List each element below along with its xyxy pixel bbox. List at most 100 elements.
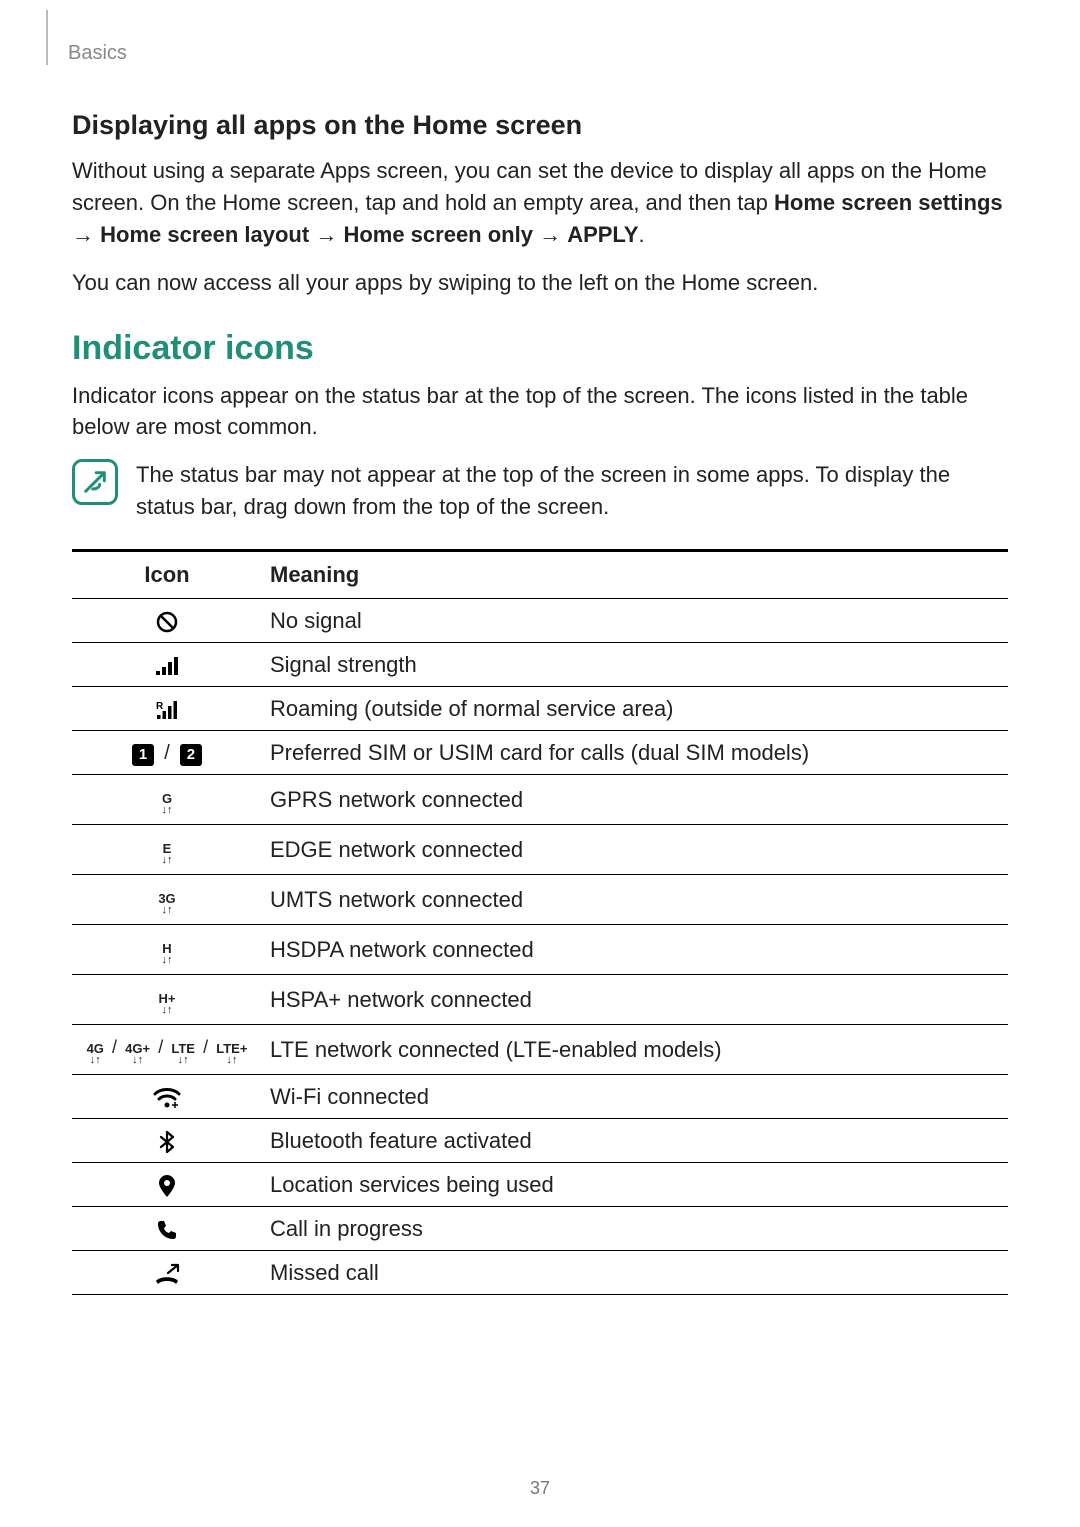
edge-icon: E ↓↑ bbox=[162, 842, 173, 866]
indicator-heading: Indicator icons bbox=[72, 329, 1008, 368]
icon-cell: E ↓↑ bbox=[72, 825, 262, 875]
th-icon: Icon bbox=[72, 551, 262, 599]
table-row: Signal strength bbox=[72, 643, 1008, 687]
hs-arrow2: → bbox=[309, 222, 343, 247]
icon-cell bbox=[72, 1075, 262, 1119]
table-row: 4G↓↑ / 4G+↓↑ / LTE↓↑ / LTE+↓↑ LTE networ… bbox=[72, 1025, 1008, 1075]
icon-cell bbox=[72, 643, 262, 687]
table-row: H+ ↓↑ HSPA+ network connected bbox=[72, 975, 1008, 1025]
page-number: 37 bbox=[0, 1478, 1080, 1499]
meaning-cell: HSDPA network connected bbox=[262, 925, 1008, 975]
lte-sep: / bbox=[156, 1037, 165, 1058]
note-row: The status bar may not appear at the top… bbox=[72, 459, 1008, 523]
hs-bold4: APPLY bbox=[567, 222, 638, 247]
icon-cell bbox=[72, 1207, 262, 1251]
net-arrows: ↓↑ bbox=[90, 1055, 101, 1066]
no-signal-icon bbox=[155, 610, 179, 634]
icon-cell: 4G↓↑ / 4G+↓↑ / LTE↓↑ / LTE+↓↑ bbox=[72, 1025, 262, 1075]
table-row: E ↓↑ EDGE network connected bbox=[72, 825, 1008, 875]
hs-bold1: Home screen settings bbox=[774, 190, 1003, 215]
sim-icon-group: 1 / 2 bbox=[132, 739, 202, 764]
bluetooth-icon bbox=[159, 1130, 175, 1154]
hs-para1-post: . bbox=[639, 222, 645, 247]
wifi-icon bbox=[153, 1087, 181, 1109]
table-row: 3G ↓↑ UMTS network connected bbox=[72, 875, 1008, 925]
th-meaning: Meaning bbox=[262, 551, 1008, 599]
lte-sep: / bbox=[110, 1037, 119, 1058]
page: Basics Displaying all apps on the Home s… bbox=[0, 0, 1080, 1527]
meaning-cell: Bluetooth feature activated bbox=[262, 1119, 1008, 1163]
header-section-label: Basics bbox=[68, 42, 127, 65]
indicator-table: Icon Meaning No signal Signal strength bbox=[72, 549, 1008, 1295]
meaning-cell: Roaming (outside of normal service area) bbox=[262, 687, 1008, 731]
home-screen-heading: Displaying all apps on the Home screen bbox=[72, 110, 1008, 141]
svg-text:R: R bbox=[156, 701, 164, 712]
table-row: Bluetooth feature activated bbox=[72, 1119, 1008, 1163]
icon-cell bbox=[72, 599, 262, 643]
missed-call-icon bbox=[154, 1263, 180, 1285]
location-icon bbox=[157, 1174, 177, 1198]
meaning-cell: Preferred SIM or USIM card for calls (du… bbox=[262, 731, 1008, 775]
table-row: Wi-Fi connected bbox=[72, 1075, 1008, 1119]
net-arrows: ↓↑ bbox=[161, 1005, 172, 1016]
lte-lteplus-icon: LTE+↓↑ bbox=[216, 1042, 247, 1066]
icon-cell: R bbox=[72, 687, 262, 731]
icon-cell: 1 / 2 bbox=[72, 731, 262, 775]
table-row: No signal bbox=[72, 599, 1008, 643]
table-header-row: Icon Meaning bbox=[72, 551, 1008, 599]
gprs-icon: G ↓↑ bbox=[162, 792, 173, 816]
sim-1-icon: 1 bbox=[132, 744, 154, 766]
net-arrows: ↓↑ bbox=[226, 1055, 237, 1066]
net-arrows: ↓↑ bbox=[132, 1055, 143, 1066]
icon-cell bbox=[72, 1251, 262, 1295]
hs-arrow3: → bbox=[533, 222, 567, 247]
meaning-cell: GPRS network connected bbox=[262, 775, 1008, 825]
page-content: Displaying all apps on the Home screen W… bbox=[72, 110, 1008, 1295]
hs-bold3: Home screen only bbox=[343, 222, 533, 247]
table-row: Missed call bbox=[72, 1251, 1008, 1295]
icon-cell bbox=[72, 1119, 262, 1163]
roaming-icon: R bbox=[153, 699, 181, 721]
call-icon bbox=[156, 1219, 178, 1241]
sim-2-icon: 2 bbox=[180, 744, 202, 766]
signal-icon bbox=[154, 655, 180, 677]
table-row: Location services being used bbox=[72, 1163, 1008, 1207]
lte-lte-icon: LTE↓↑ bbox=[171, 1042, 195, 1066]
meaning-cell: LTE network connected (LTE-enabled model… bbox=[262, 1025, 1008, 1075]
meaning-cell: HSPA+ network connected bbox=[262, 975, 1008, 1025]
table-row: 1 / 2 Preferred SIM or USIM card for cal… bbox=[72, 731, 1008, 775]
meaning-cell: No signal bbox=[262, 599, 1008, 643]
table-row: Call in progress bbox=[72, 1207, 1008, 1251]
note-icon bbox=[72, 459, 118, 505]
lte-icon-group: 4G↓↑ / 4G+↓↑ / LTE↓↑ / LTE+↓↑ bbox=[87, 1033, 248, 1058]
table-row: R Roaming (outside of normal service are… bbox=[72, 687, 1008, 731]
icon-cell bbox=[72, 1163, 262, 1207]
lte-4gplus-icon: 4G+↓↑ bbox=[125, 1042, 150, 1066]
icon-cell: 3G ↓↑ bbox=[72, 875, 262, 925]
hsdpa-icon: H ↓↑ bbox=[162, 942, 173, 966]
home-screen-para1: Without using a separate Apps screen, yo… bbox=[72, 155, 1008, 251]
lte-sep: / bbox=[201, 1037, 210, 1058]
net-arrows: ↓↑ bbox=[162, 955, 173, 966]
umts-icon: 3G ↓↑ bbox=[158, 892, 175, 916]
icon-cell: H ↓↑ bbox=[72, 925, 262, 975]
meaning-cell: UMTS network connected bbox=[262, 875, 1008, 925]
table-row: H ↓↑ HSDPA network connected bbox=[72, 925, 1008, 975]
meaning-cell: Signal strength bbox=[262, 643, 1008, 687]
indicator-intro: Indicator icons appear on the status bar… bbox=[72, 380, 1008, 444]
table-row: G ↓↑ GPRS network connected bbox=[72, 775, 1008, 825]
net-arrows: ↓↑ bbox=[162, 805, 173, 816]
hspa-plus-icon: H+ ↓↑ bbox=[159, 992, 176, 1016]
meaning-cell: EDGE network connected bbox=[262, 825, 1008, 875]
hs-bold2: Home screen layout bbox=[100, 222, 309, 247]
meaning-cell: Wi-Fi connected bbox=[262, 1075, 1008, 1119]
meaning-cell: Missed call bbox=[262, 1251, 1008, 1295]
net-arrows: ↓↑ bbox=[178, 1055, 189, 1066]
lte-4g-icon: 4G↓↑ bbox=[87, 1042, 104, 1066]
header-rule bbox=[46, 10, 48, 65]
net-arrows: ↓↑ bbox=[162, 905, 173, 916]
meaning-cell: Call in progress bbox=[262, 1207, 1008, 1251]
icon-cell: H+ ↓↑ bbox=[72, 975, 262, 1025]
note-text: The status bar may not appear at the top… bbox=[136, 459, 1008, 523]
icon-cell: G ↓↑ bbox=[72, 775, 262, 825]
